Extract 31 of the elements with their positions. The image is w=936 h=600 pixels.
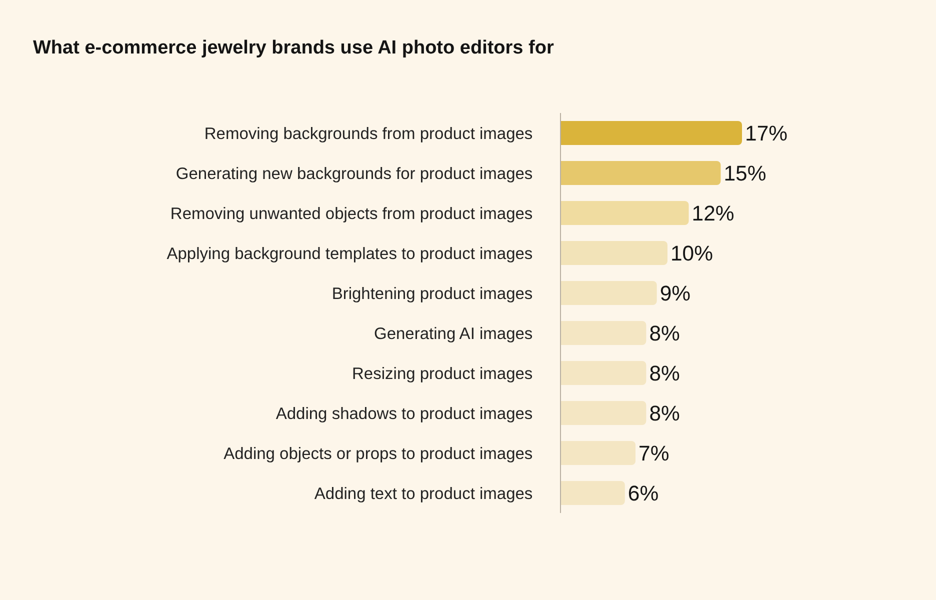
bar	[561, 281, 657, 305]
y-tick-label: Removing unwanted objects from product images	[170, 204, 533, 223]
data-label: 10%	[670, 242, 714, 266]
text: What e-commerce jewelry brands use AI photo editors for	[33, 38, 554, 59]
data-label: 8%	[649, 322, 680, 346]
y-tick-label: Generating new backgrounds for product images	[176, 164, 533, 183]
data-label: 8%	[649, 362, 680, 386]
bar	[561, 481, 625, 505]
data-label: 17%	[745, 122, 788, 146]
bar	[561, 121, 742, 145]
bar	[561, 201, 689, 225]
data-label: 6%	[628, 482, 659, 506]
y-tick-label: Applying background templates to product images	[166, 244, 533, 263]
y-tick-label: Adding objects or props to product images	[224, 444, 533, 463]
bar	[561, 161, 721, 185]
y-tick-label: Resizing product images	[352, 364, 533, 383]
data-label: 12%	[692, 202, 734, 226]
bar	[561, 321, 646, 345]
bar	[561, 401, 646, 425]
y-tick-label: Adding shadows to product images	[276, 404, 533, 423]
bar	[561, 441, 636, 465]
data-label: 9%	[660, 282, 691, 306]
data-label: 8%	[649, 402, 680, 426]
data-label: 15%	[724, 162, 766, 186]
bar	[561, 241, 668, 265]
y-tick-label: Brightening product images	[332, 284, 533, 303]
data-label: 7%	[638, 442, 670, 466]
y-tick-label: Adding text to product images	[314, 484, 533, 503]
bar	[561, 361, 646, 385]
y-tick-label: Removing backgrounds from product images	[204, 124, 533, 143]
y-tick-label: Generating AI images	[374, 324, 533, 343]
